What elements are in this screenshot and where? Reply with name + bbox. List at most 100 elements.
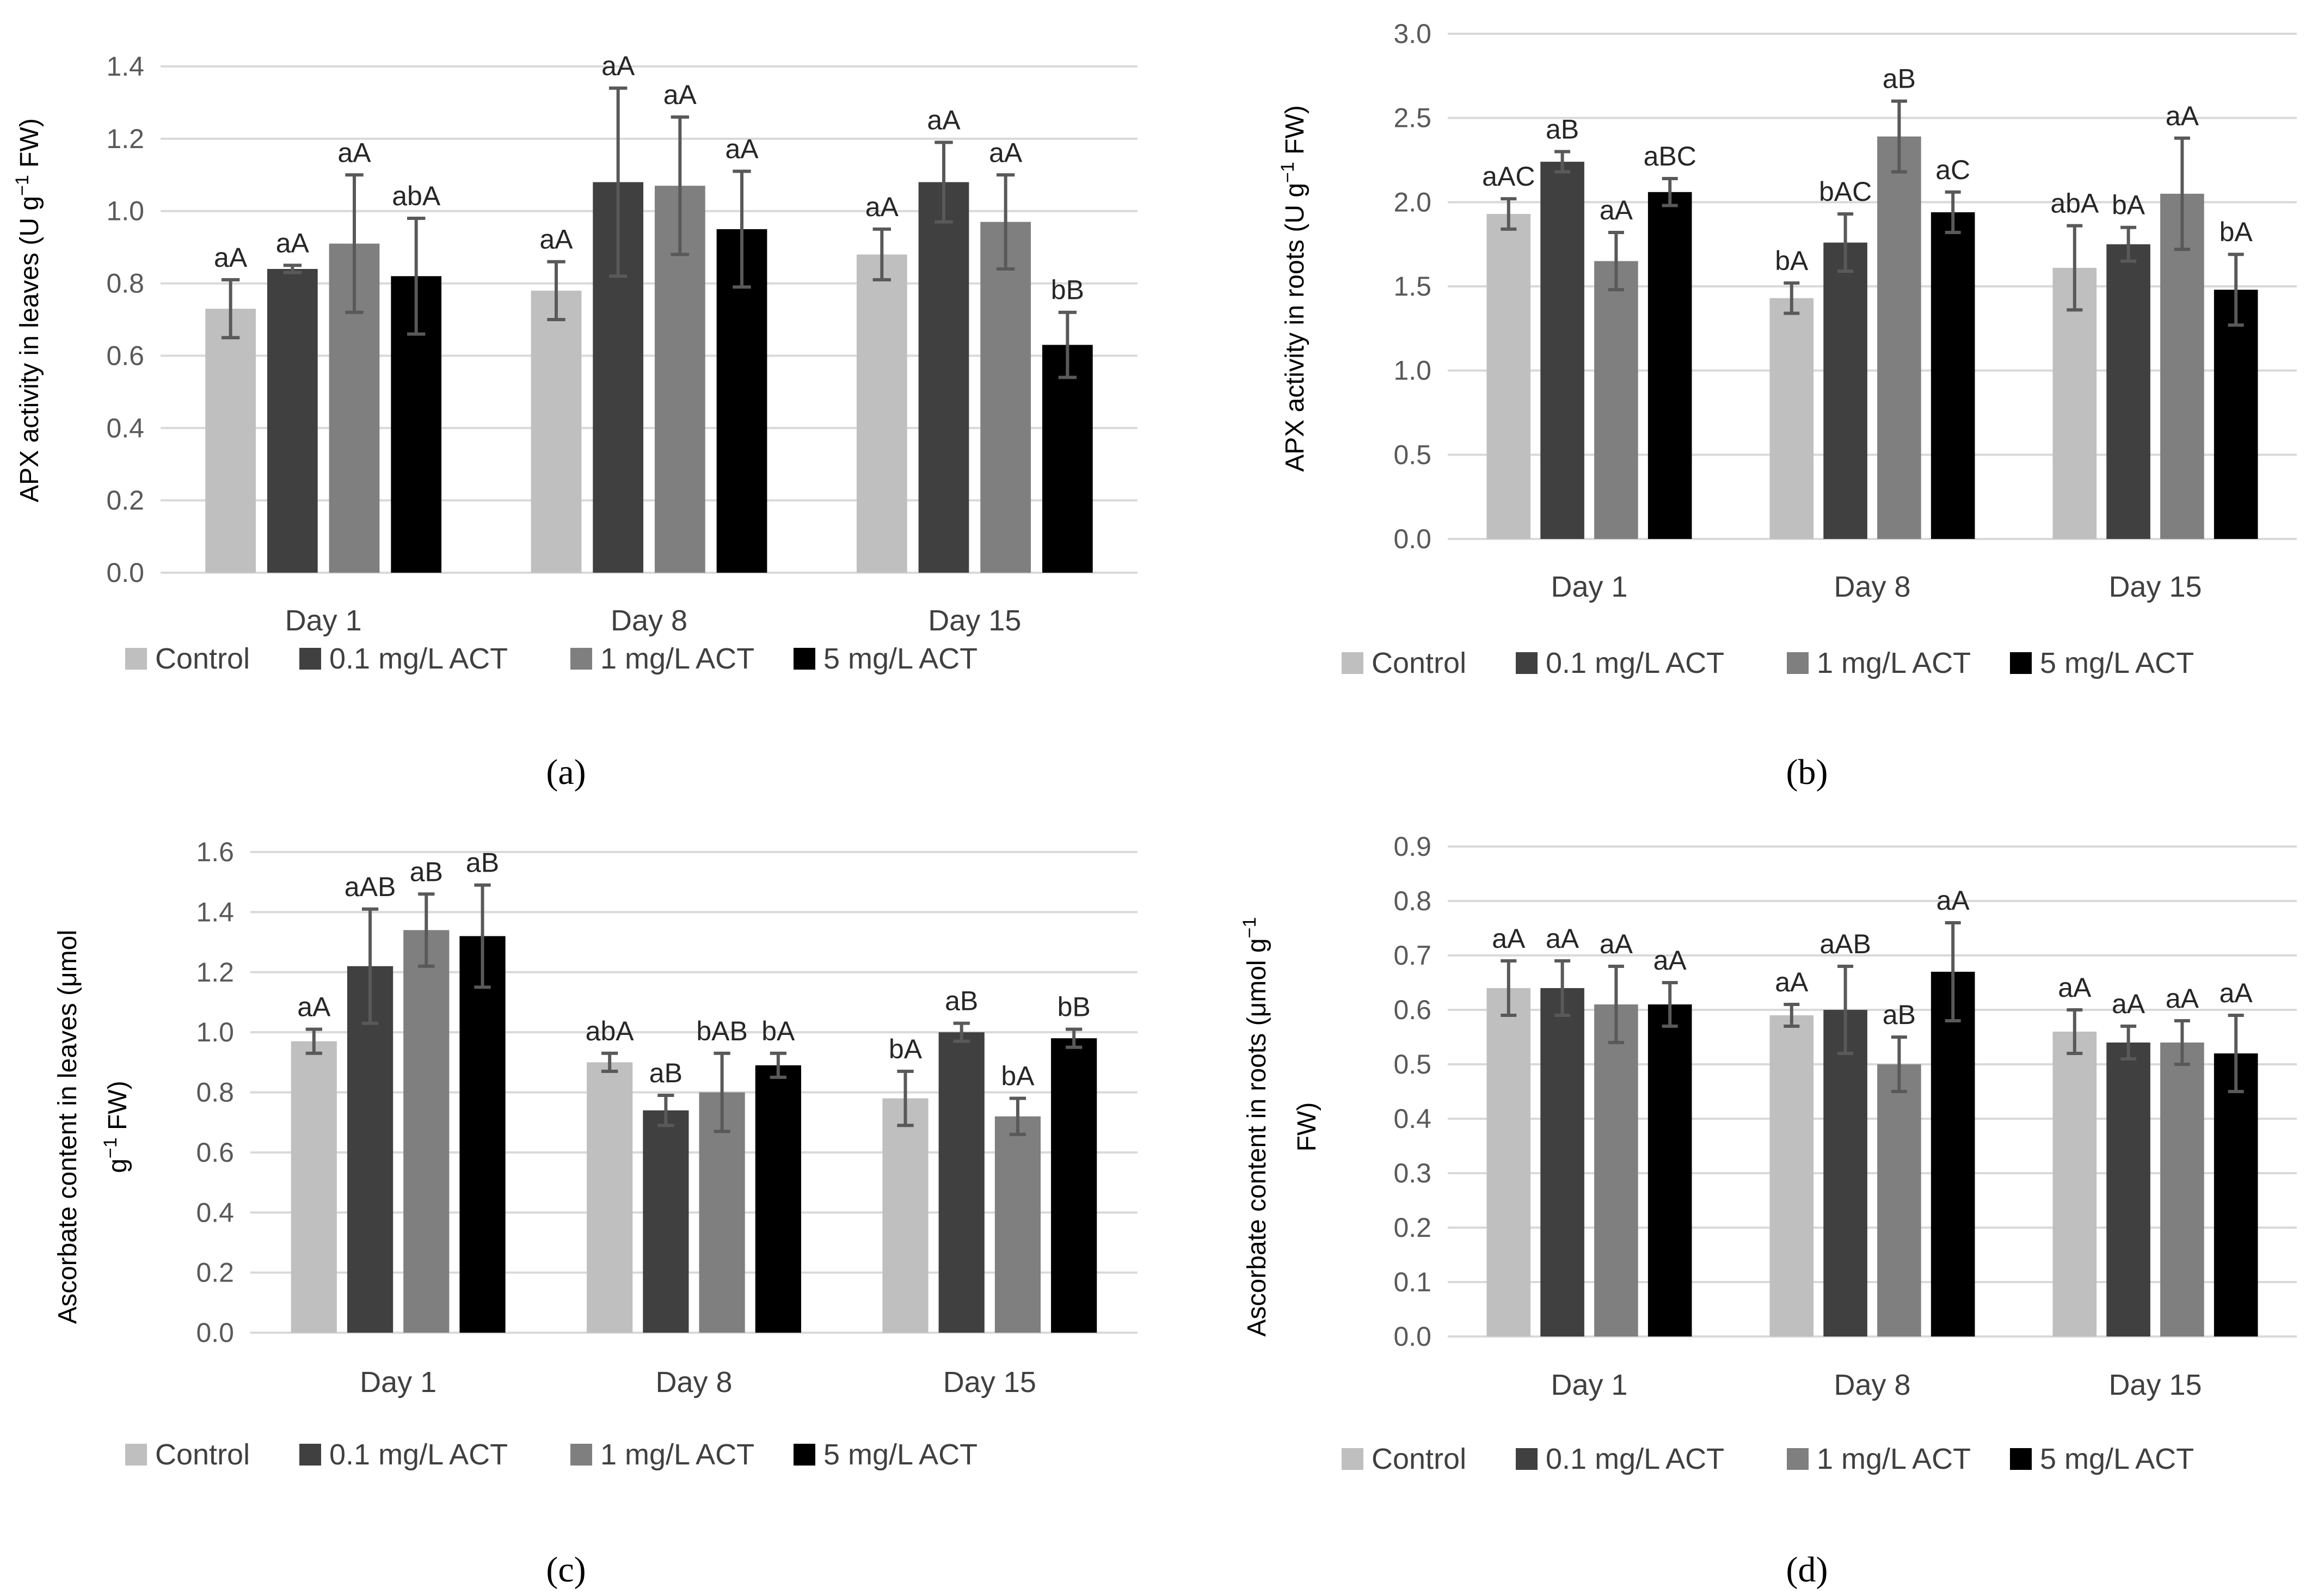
bar bbox=[1769, 1015, 1814, 1336]
data-label: abA bbox=[392, 181, 441, 211]
data-label: aA bbox=[865, 192, 899, 222]
data-label: aA bbox=[1492, 923, 1526, 954]
data-label: bAC bbox=[1819, 176, 1872, 207]
bar bbox=[1877, 136, 1921, 539]
y-tick-label: 1.2 bbox=[196, 957, 234, 988]
y-tick-label: 1.4 bbox=[106, 51, 144, 82]
data-label: aA bbox=[1653, 945, 1687, 976]
legend-entry: 5 mg/L ACT bbox=[2040, 647, 2194, 679]
y-tick-label: 0.2 bbox=[1393, 1212, 1431, 1243]
bar bbox=[1540, 162, 1584, 539]
data-label: aC bbox=[1935, 155, 1970, 185]
bar bbox=[1540, 988, 1584, 1336]
data-label: aB bbox=[1883, 1000, 1916, 1030]
y-tick-label: 0.4 bbox=[196, 1197, 234, 1228]
y-tick-label: 0.6 bbox=[1393, 995, 1431, 1025]
y-tick-label: 0.8 bbox=[106, 268, 144, 299]
y-tick-label: 0.8 bbox=[196, 1077, 234, 1108]
bar bbox=[205, 309, 256, 573]
data-label: aB bbox=[1546, 114, 1579, 145]
y-tick-label: 0.0 bbox=[1393, 1321, 1431, 1352]
data-label: aA bbox=[337, 137, 371, 168]
bar bbox=[882, 1098, 929, 1333]
chart-d: 0.0 0.1 0.2 0.3 0.4 0.5 0.6 0.7 0.8 0.9 Day 1 aA aA a… bbox=[1342, 831, 2297, 1475]
legend-entry: 0.1 mg/L ACT bbox=[329, 1438, 508, 1471]
data-label: aA bbox=[663, 79, 697, 110]
x-tick-label: Day 15 bbox=[2108, 571, 2202, 603]
bar bbox=[994, 1116, 1041, 1333]
data-label: aBC bbox=[1644, 141, 1696, 171]
legend-swatch bbox=[2010, 1448, 2032, 1470]
x-tick-label: Day 8 bbox=[611, 604, 687, 637]
data-label: aA bbox=[2166, 983, 2199, 1014]
y-tick-label: 0.0 bbox=[196, 1317, 234, 1348]
legend-entry: Control bbox=[155, 642, 250, 675]
bar bbox=[643, 1110, 689, 1333]
legend-swatch bbox=[1342, 652, 1363, 674]
data-label: aA bbox=[989, 137, 1023, 168]
data-label: aA bbox=[725, 134, 759, 164]
data-label: aA bbox=[2220, 978, 2253, 1008]
bar bbox=[1823, 1010, 1867, 1336]
y-tick-label: 3.0 bbox=[1393, 19, 1431, 49]
y-axis-label-d-line2: FW) bbox=[1293, 1102, 1321, 1152]
bar bbox=[2052, 1032, 2097, 1336]
y-axis-label-b: APX activity in roots (U g−1 FW) bbox=[1277, 105, 1309, 472]
legend-entry: 5 mg/L ACT bbox=[823, 1438, 977, 1471]
panel-label-d: (d) bbox=[1786, 1550, 1828, 1590]
x-tick-label: Day 1 bbox=[1551, 1369, 1627, 1401]
legend-swatch bbox=[299, 1444, 321, 1466]
bar bbox=[2160, 1043, 2204, 1336]
legend-swatch bbox=[125, 648, 147, 670]
bar bbox=[2160, 193, 2204, 539]
y-tick-label: 2.0 bbox=[1393, 187, 1431, 217]
legend-swatch bbox=[1787, 1448, 1809, 1470]
data-label: aB bbox=[1883, 64, 1916, 94]
bar bbox=[1486, 213, 1531, 539]
y-tick-label: 0.9 bbox=[1393, 831, 1431, 862]
bar bbox=[1647, 192, 1692, 539]
y-tick-label: 1.5 bbox=[1393, 271, 1431, 302]
bar bbox=[1930, 972, 1975, 1336]
legend-swatch bbox=[2010, 652, 2032, 674]
y-axis-label-d: Ascorbate content in roots (μmol g−1 bbox=[1239, 917, 1271, 1337]
y-tick-label: 1.0 bbox=[1393, 355, 1431, 386]
data-label: bA bbox=[1001, 1061, 1035, 1092]
legend-swatch bbox=[794, 1444, 815, 1466]
chart-c: 0.0 0.2 0.4 0.6 0.8 1.0 1.2 1.4 1.6 Day 1 aA aAB aB a… bbox=[125, 837, 1138, 1471]
y-axis-label-c-line2: g−1 FW) bbox=[100, 1081, 132, 1173]
x-tick-label: Day 1 bbox=[1551, 571, 1627, 603]
legend-entry: Control bbox=[1372, 647, 1466, 679]
bar bbox=[1930, 212, 1975, 539]
bar bbox=[938, 1032, 985, 1333]
bar bbox=[267, 269, 318, 573]
data-label: aA bbox=[539, 224, 573, 255]
x-tick-label: Day 8 bbox=[655, 1366, 732, 1399]
legend-entry: 0.1 mg/L ACT bbox=[329, 642, 508, 675]
bar bbox=[980, 222, 1031, 573]
bar bbox=[1769, 298, 1814, 539]
x-tick-label: Day 15 bbox=[2108, 1369, 2202, 1401]
panel-label-b: (b) bbox=[1786, 752, 1828, 792]
x-tick-label: Day 8 bbox=[1834, 1369, 1910, 1401]
legend-entry: 1 mg/L ACT bbox=[1817, 1443, 1971, 1475]
data-label: bA bbox=[2220, 217, 2253, 247]
bar bbox=[2052, 267, 2097, 539]
y-tick-label: 0.1 bbox=[1393, 1267, 1431, 1297]
data-label: aA bbox=[601, 51, 635, 81]
legend-entry: 5 mg/L ACT bbox=[2040, 1443, 2194, 1475]
y-tick-label: 0.5 bbox=[1393, 1049, 1431, 1080]
data-label: aA bbox=[276, 228, 310, 258]
legend-entry: 0.1 mg/L ACT bbox=[1546, 1443, 1724, 1475]
data-label: bA bbox=[761, 1016, 795, 1046]
bar bbox=[1042, 345, 1093, 573]
bar bbox=[856, 254, 907, 573]
data-label: aA bbox=[214, 242, 248, 273]
bar bbox=[2214, 1053, 2258, 1336]
y-tick-label: 0.0 bbox=[1393, 524, 1431, 554]
legend-swatch bbox=[1516, 652, 1538, 674]
y-tick-label: 0.6 bbox=[106, 340, 144, 371]
data-label: abA bbox=[586, 1016, 635, 1046]
bar bbox=[291, 1041, 337, 1333]
x-tick-label: Day 1 bbox=[285, 604, 362, 637]
